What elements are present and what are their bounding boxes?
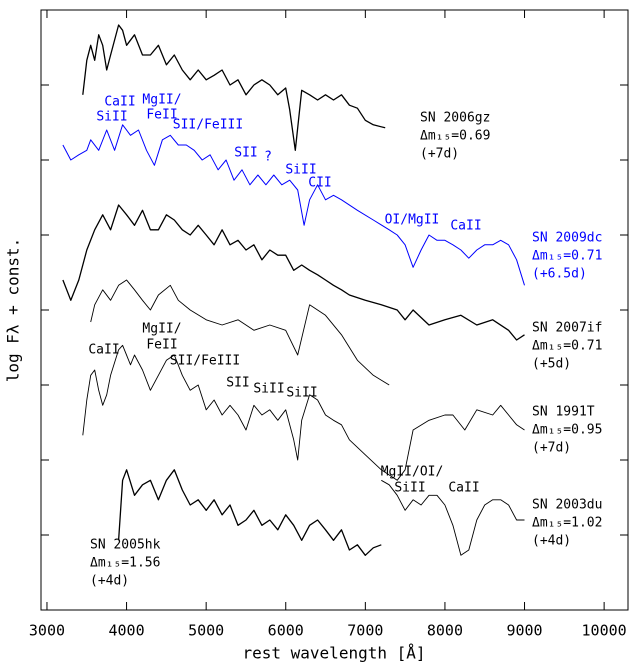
spectrum-label: SN 2006gz bbox=[420, 111, 490, 126]
line-annotation: SiII bbox=[96, 110, 127, 125]
line-annotation: SII/FeIII bbox=[170, 354, 240, 369]
x-tick-label: 4000 bbox=[109, 622, 145, 640]
line-annotation: MgII/ bbox=[142, 322, 181, 337]
spectrum-label: SN 2005hk bbox=[90, 538, 161, 553]
line-annotation: SiII bbox=[253, 382, 284, 397]
x-tick-label: 8000 bbox=[427, 622, 463, 640]
line-annotation: SiII bbox=[394, 481, 425, 496]
line-annotation: CaII bbox=[104, 95, 135, 110]
spectrum-label: Δm₁₅=0.71 bbox=[532, 249, 602, 264]
spectrum-label: (+5d) bbox=[532, 357, 571, 372]
spectrum-label: Δm₁₅=1.02 bbox=[532, 516, 602, 531]
spectrum bbox=[90, 279, 390, 386]
line-annotation: FeII bbox=[146, 338, 177, 353]
line-annotation: CaII bbox=[88, 343, 119, 358]
x-tick-label: 9000 bbox=[506, 622, 542, 640]
spectrum-label: SN 2007if bbox=[532, 321, 602, 336]
spectrum-label: (+7d) bbox=[532, 441, 571, 456]
spectrum bbox=[62, 204, 525, 341]
spectrum bbox=[62, 124, 525, 286]
line-annotation: SII/FeIII bbox=[173, 118, 243, 133]
line-annotation: CaII bbox=[448, 481, 479, 496]
spectrum-label: Δm₁₅=0.71 bbox=[532, 339, 602, 354]
spectrum-label: Δm₁₅=1.56 bbox=[90, 556, 160, 571]
spectrum-label: SN 2003du bbox=[532, 498, 602, 513]
line-annotation: FeII bbox=[146, 108, 177, 123]
x-axis-label: rest wavelength [Å] bbox=[242, 644, 425, 663]
x-tick-label: 6000 bbox=[268, 622, 304, 640]
x-tick-label: 5000 bbox=[188, 622, 224, 640]
x-tick-label: 10000 bbox=[582, 622, 627, 640]
line-annotation: MgII/ bbox=[142, 93, 181, 108]
spectrum-label: (+4d) bbox=[90, 574, 129, 589]
line-annotation: CaII bbox=[450, 219, 481, 234]
line-annotation: SII bbox=[226, 376, 249, 391]
spectrum-label: Δm₁₅=0.69 bbox=[420, 129, 490, 144]
spectrum-label: SN 1991T bbox=[532, 405, 595, 420]
line-annotation: MgII/OI/ bbox=[381, 465, 444, 480]
spectrum bbox=[117, 469, 382, 556]
spectrum bbox=[82, 344, 525, 481]
x-tick-label: 3000 bbox=[29, 622, 65, 640]
line-annotation: SiII bbox=[285, 163, 316, 178]
line-annotation: SiII bbox=[286, 386, 317, 401]
spectrum-label: (+4d) bbox=[532, 534, 571, 549]
spectrum bbox=[381, 479, 525, 556]
line-annotation: ? bbox=[264, 150, 272, 165]
spectrum-label: (+6.5d) bbox=[532, 267, 587, 282]
line-annotation: CII bbox=[308, 176, 331, 191]
spectrum-label: (+7d) bbox=[420, 147, 459, 162]
spectrum bbox=[82, 24, 386, 151]
line-annotation: OI/MgII bbox=[385, 213, 440, 228]
x-tick-label: 7000 bbox=[347, 622, 383, 640]
spectrum-label: Δm₁₅=0.95 bbox=[532, 423, 602, 438]
y-axis-label: log Fλ + const. bbox=[4, 238, 23, 383]
spectrum-label: SN 2009dc bbox=[532, 231, 602, 246]
line-annotation: SII bbox=[234, 146, 257, 161]
